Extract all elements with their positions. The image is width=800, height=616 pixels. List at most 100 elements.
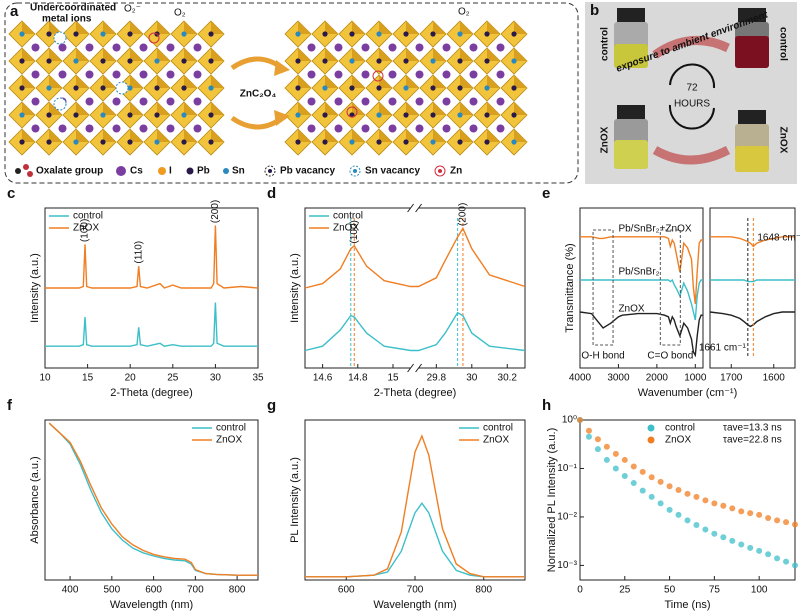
reaction-arrow [230,115,284,130]
vial-label: ZnOX [600,126,611,153]
b-site [484,112,490,118]
octahedron-shade [211,129,224,142]
b-site [349,112,355,118]
b-site [19,112,25,118]
oxygen-label: O₂⁻ [124,4,141,15]
y-axis-label: Normalized PL Intensity (a.u.) [546,428,558,572]
b-site [208,58,214,64]
b-site [403,58,409,64]
cs-ion [388,124,397,133]
octahedron-shade [130,48,143,61]
octahedron-shade [76,48,89,61]
octahedron-shade [298,102,311,115]
cs-ion [469,124,478,133]
octahedron-shade [325,75,338,88]
data-point [738,541,745,548]
b-site [403,139,409,145]
octahedron-shade [379,102,392,115]
data-point [765,551,772,558]
x-tick-label: 700 [187,585,204,596]
octahedron-shade [514,75,527,88]
axis-frame [579,419,796,581]
octahedron-shade [76,21,89,34]
legend-lifetime: τave=22.8 ns [723,435,782,446]
octahedron-shade [184,21,197,34]
y-axis-label: Intensity (a.u.) [29,253,41,323]
cs-ion [166,124,175,133]
legend-text: control [665,423,695,434]
b-site [403,85,409,91]
x-axis-label: Time (ns) [664,599,710,611]
data-point [720,534,727,541]
b-site [181,112,187,118]
legend-text: Sn vacancy [365,166,420,177]
b-site [100,85,106,91]
octahedron-shade [379,48,392,61]
cs-ion [58,70,67,79]
octahedron-shade [460,75,473,88]
octahedron-shade [130,21,143,34]
b-site [181,58,187,64]
octahedron-shade [406,48,419,61]
data-point [675,486,682,493]
x-tick-label: 15 [387,373,399,384]
axis-break [415,203,423,213]
octahedron-shade [352,21,365,34]
data-point [612,450,619,457]
octahedron-shade [487,129,500,142]
octahedron-shade [406,129,419,142]
b-site [73,58,79,64]
cs-ion [139,97,148,106]
b-site [208,31,214,37]
cs-ion [334,70,343,79]
x-tick-label: 20 [125,373,137,384]
x-tick-label: 0 [577,585,583,596]
panel-label: c [7,185,15,202]
series-line [45,302,258,347]
octahedron-shade [406,21,419,34]
b-site [127,58,133,64]
series-label: Pb/SnBr₂ [618,267,659,278]
band-label: C=O bond [647,351,693,362]
octahedron-shade [433,129,446,142]
b-site [376,112,382,118]
octahedron-shade [103,21,116,34]
x-tick-label: 800 [475,585,492,596]
octahedron-shade [184,48,197,61]
data-point [729,537,736,544]
cs-ion [442,97,451,106]
b-site [484,139,490,145]
b-site [181,139,187,145]
legend-text: ZnOX [483,435,509,446]
b-site [322,139,328,145]
legend-text: I [169,166,172,177]
legend-lifetime: τave=13.3 ns [723,423,782,434]
octahedron-shade [460,102,473,115]
x-tick-label: 30.2 [498,373,518,384]
octahedron-shade [22,129,35,142]
legend-text: Oxalate group [36,166,103,177]
series-label: ZnOX [618,303,644,314]
cs-ion [31,70,40,79]
oxygen-label: O₂ [458,7,470,18]
octahedron-shade [298,129,311,142]
data-point [756,547,763,554]
cs-ion [442,124,451,133]
cs-ion [361,97,370,106]
data-point [657,500,664,507]
octahedron-shade [433,48,446,61]
data-point [639,468,646,475]
b-site [457,112,463,118]
b-site [322,58,328,64]
b-site [484,85,490,91]
data-point [720,502,727,509]
x-tick-label: 400 [62,585,79,596]
b-site [322,85,328,91]
b-site [208,85,214,91]
legend-text: Cs [130,166,143,177]
octahedron-shade [298,21,311,34]
cs-ion [307,43,316,52]
reagent-label: ZnC₂O₄ [240,89,277,100]
x-tick-label: 25 [619,585,631,596]
